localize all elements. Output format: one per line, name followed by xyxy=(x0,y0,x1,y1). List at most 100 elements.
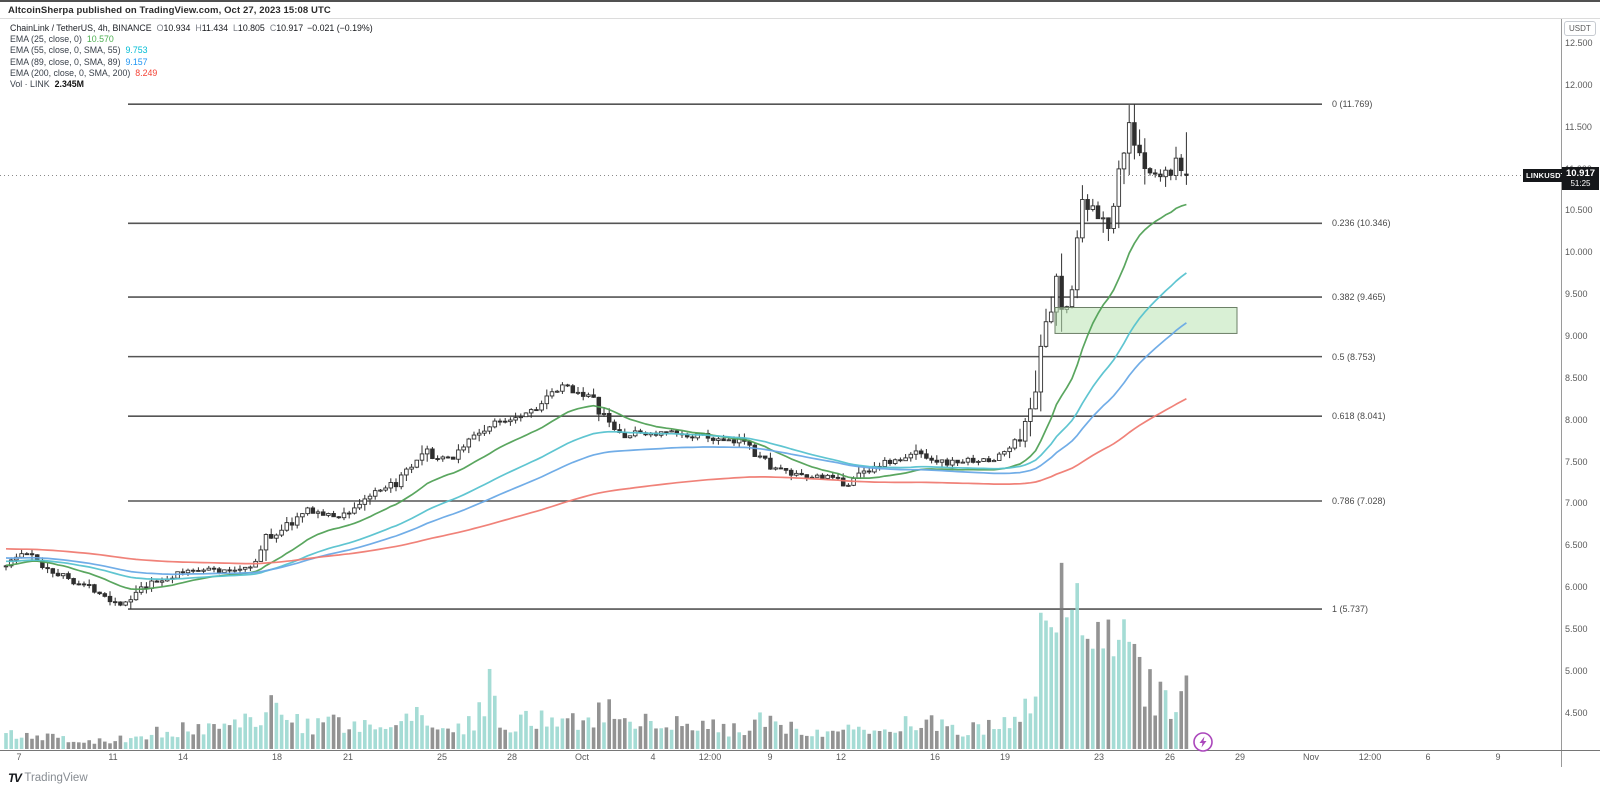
volume-bar xyxy=(51,733,55,749)
volume-bar xyxy=(903,716,908,749)
volume-bar xyxy=(129,738,133,749)
symbol-row[interactable]: ChainLink / TetherUS, 4h, BINANCE O10.934… xyxy=(10,23,373,34)
volume-bar xyxy=(820,736,825,749)
candle-body xyxy=(487,426,492,432)
volume-bar xyxy=(1013,716,1017,749)
volume-bar xyxy=(461,734,466,749)
volume-bar xyxy=(399,721,403,749)
candle-body xyxy=(86,584,92,586)
candle-body xyxy=(440,456,446,460)
candle-body xyxy=(1017,439,1023,442)
price-tick: 12.000 xyxy=(1565,79,1593,90)
volume-bar xyxy=(1158,681,1163,749)
candle-body xyxy=(710,437,716,441)
volume-bar xyxy=(404,713,409,749)
symbol-price-flag[interactable]: LINKUSDT xyxy=(1523,169,1569,183)
tradingview-logo-icon[interactable]: TV xyxy=(8,771,22,785)
legend-indicator-row[interactable]: EMA (89, close, 0, SMA, 89) 9.157 xyxy=(10,57,373,68)
volume-bar xyxy=(872,730,877,749)
candle-body xyxy=(97,591,102,595)
volume-bar xyxy=(196,724,201,749)
volume-bar xyxy=(654,728,658,749)
volume-bar xyxy=(591,727,596,749)
candle-body xyxy=(591,394,596,398)
volume-bar xyxy=(695,730,700,749)
candle-body xyxy=(185,569,191,574)
legend-indicator-row[interactable]: EMA (55, close, 0, SMA, 55) 9.753 xyxy=(10,45,373,56)
volume-bar xyxy=(415,706,419,749)
volume-bar xyxy=(1070,609,1074,749)
volume-bar xyxy=(201,734,206,749)
indicator-rows: EMA (25, close, 0) 10.570 EMA (55, close, … xyxy=(10,34,373,79)
candle-body xyxy=(1121,152,1127,170)
volume-bar xyxy=(425,725,429,749)
volume-bar xyxy=(877,730,882,749)
candle-body xyxy=(976,460,981,463)
volume-bar xyxy=(737,732,741,749)
candle-body xyxy=(606,413,612,423)
volume-bar xyxy=(711,719,715,749)
volume-bar xyxy=(207,723,211,749)
candle-body xyxy=(898,459,903,462)
candle-body xyxy=(502,420,508,423)
candle-body xyxy=(8,559,14,567)
volume-bar xyxy=(1122,619,1126,749)
candle-body xyxy=(352,507,357,514)
tradingview-brand-text[interactable]: TradingView xyxy=(24,772,88,784)
candle-body xyxy=(393,482,399,488)
currency-badge[interactable]: USDT xyxy=(1564,21,1596,36)
candle-body xyxy=(991,459,997,463)
symbol-title[interactable]: ChainLink / TetherUS, 4h, BINANCE xyxy=(10,23,152,33)
ohlc-letter: C xyxy=(269,23,277,33)
volume-bar xyxy=(30,738,34,749)
candle-body xyxy=(523,412,529,418)
candle-body xyxy=(1163,169,1168,178)
price-scale[interactable]: USDT xyxy=(1561,18,1600,767)
volume-bar xyxy=(71,741,76,749)
candle-body xyxy=(934,459,940,463)
volume-bar xyxy=(160,737,164,749)
volume-bar xyxy=(498,727,502,749)
time-tick: 12 xyxy=(835,752,847,762)
legend-indicator-row[interactable]: EMA (25, close, 0) 10.570 xyxy=(10,34,373,45)
volume-bar xyxy=(612,718,617,749)
volume-row[interactable]: Vol · LINK 2.345M xyxy=(10,79,373,90)
volume-bar xyxy=(742,735,747,749)
volume-bar xyxy=(675,716,679,749)
volume-bar xyxy=(1132,643,1137,749)
publish-attribution-text: AltcoinSherpa published on TradingView.c… xyxy=(8,5,331,16)
candle-body xyxy=(1106,217,1111,230)
last-bar-marker[interactable] xyxy=(1193,732,1213,752)
volume-bar xyxy=(779,724,783,749)
volume-bar xyxy=(680,726,684,749)
candle-body xyxy=(1033,391,1038,410)
price-tick: 8.500 xyxy=(1565,372,1588,383)
candle-body xyxy=(1085,199,1090,210)
volume-bar xyxy=(1179,691,1183,749)
volume-bar xyxy=(529,725,533,749)
candle-body xyxy=(939,459,945,463)
candle-body xyxy=(133,591,139,601)
current-price-label[interactable]: 10.917 51:25 xyxy=(1562,167,1599,191)
fib-level-label: 0.382 (9.465) xyxy=(1332,292,1386,303)
candle-body xyxy=(159,580,165,583)
time-tick: 12:00 xyxy=(698,752,722,762)
indicator-value: 9.753 xyxy=(125,45,148,56)
candle-body xyxy=(580,391,586,397)
candle-body xyxy=(1142,152,1148,170)
ema-89-line xyxy=(5,322,1187,576)
legend-indicator-row[interactable]: EMA (200, close, 0, SMA, 200) 8.249 xyxy=(10,68,373,79)
volume-bar xyxy=(363,720,367,749)
candle-body xyxy=(944,459,950,466)
volume-bar xyxy=(1096,621,1100,749)
candle-body xyxy=(476,432,482,436)
volume-bar xyxy=(945,726,949,749)
fib-retracement-lines[interactable] xyxy=(128,103,1322,610)
time-scale[interactable]: 7 11 14 18 21 25 28 Oct 4 12:00 9 12 16 19 23 26 29 Nov 12… xyxy=(0,750,1600,770)
candle-body xyxy=(1152,172,1158,175)
candle-body xyxy=(757,455,763,458)
candle-body xyxy=(690,436,695,439)
volume-bar xyxy=(1106,619,1111,749)
volume-bar xyxy=(222,723,227,749)
